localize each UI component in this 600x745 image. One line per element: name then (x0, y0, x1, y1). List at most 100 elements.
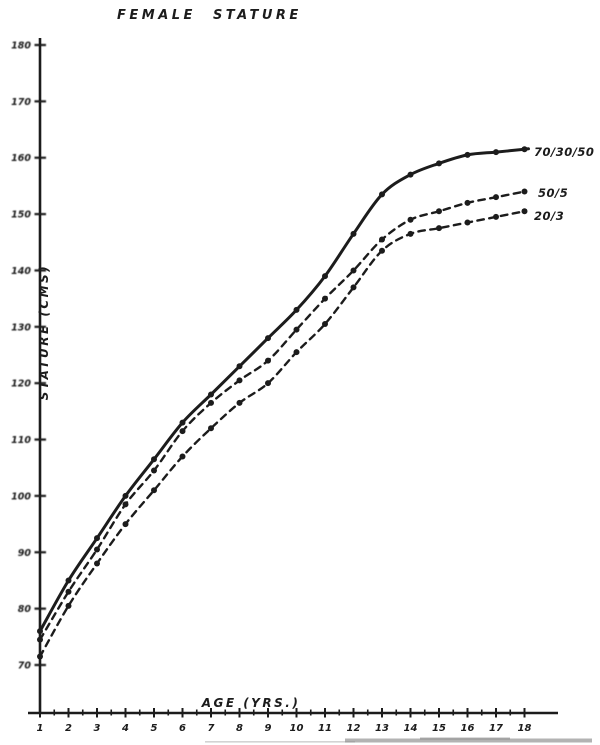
data-point-dot (493, 213, 499, 220)
data-point-dot (94, 546, 100, 553)
series-20-3 (37, 208, 528, 660)
curve-label-70-30-50: 70/30/50 (534, 145, 594, 159)
x-tick-label: 18 (518, 723, 532, 734)
data-point-dot (521, 188, 528, 195)
data-point-dot (521, 208, 528, 215)
data-point-dot (94, 560, 100, 567)
x-tick-label: 6 (179, 723, 186, 734)
data-point-dot (179, 428, 186, 435)
data-point-dot (464, 199, 471, 206)
y-tick-label: 120 (11, 379, 31, 390)
data-point-dot (37, 653, 43, 660)
data-point-dot (322, 321, 328, 327)
y-tick-label: 110 (11, 435, 31, 446)
data-point-dot (122, 492, 129, 499)
x-tick-label: 15 (432, 723, 446, 734)
data-point-dot (436, 208, 442, 215)
data-point-dot (122, 501, 129, 508)
curve-label-20-3: 20/3 (534, 209, 564, 223)
x-tick-label: 17 (489, 723, 503, 734)
data-point-dot (379, 236, 385, 243)
data-point-dot (65, 588, 72, 595)
data-point-dot (179, 453, 186, 460)
data-point-dot (493, 194, 499, 201)
data-point-dot (379, 191, 385, 198)
data-point-dot (151, 467, 157, 474)
x-tick-label: 11 (318, 723, 332, 734)
data-point-dot (265, 335, 271, 342)
y-tick-label: 150 (11, 210, 31, 221)
data-point-dot (37, 636, 43, 643)
y-tick-label: 160 (11, 153, 31, 164)
data-point-dot (464, 151, 471, 158)
data-point-dot (122, 521, 129, 528)
data-point-dot (236, 399, 243, 406)
data-point-dot (350, 267, 357, 274)
data-point-dot (322, 295, 328, 302)
data-point-dot (322, 273, 328, 280)
x-tick-label: 8 (236, 723, 243, 734)
x-tick-label: 1 (37, 723, 44, 734)
data-point-dot (208, 399, 214, 406)
axes (28, 38, 558, 715)
x-tick-label: 14 (404, 723, 418, 734)
data-point-dot (208, 391, 214, 398)
x-tick-label: 12 (347, 723, 361, 734)
data-point-dot (151, 487, 157, 494)
data-point-dot (208, 425, 214, 432)
series-line-end (523, 147, 530, 151)
data-point-dot (464, 219, 471, 226)
y-tick-label: 100 (11, 491, 31, 502)
x-tick-label: 16 (461, 723, 475, 734)
series-line (38, 147, 526, 633)
data-point-dot (436, 225, 442, 232)
data-point-dot (179, 419, 186, 426)
data-point-dot (151, 456, 157, 463)
data-point-dot (65, 602, 72, 609)
data-point-dot (407, 171, 414, 178)
x-tick-label: 5 (151, 723, 158, 734)
x-axis-ticks: 1 2 3 4 5 6 7 8 9 10 11 12 13 14 15 16 17 18 (37, 708, 532, 734)
y-tick-label: 140 (11, 266, 31, 277)
data-point-dot (293, 306, 300, 313)
data-point-dot (350, 230, 357, 237)
y-tick-label: 90 (18, 548, 32, 559)
x-axis-title: AGE (YRS.) (201, 696, 301, 710)
data-point-dot (436, 160, 442, 167)
scan-artifact-streak (205, 737, 592, 743)
data-point-dot (94, 535, 100, 542)
data-point-dot (236, 377, 243, 384)
x-tick-label: 9 (265, 723, 272, 734)
series-line (38, 190, 526, 641)
y-axis-title: STATURE (CMS) (37, 264, 51, 400)
y-tick-label: 170 (11, 97, 31, 108)
series-50-5 (37, 188, 528, 643)
data-point-dot (493, 149, 499, 156)
data-point-dot (236, 363, 243, 370)
data-point-dot (265, 380, 271, 387)
data-point-dot (37, 628, 43, 635)
data-point-dot (379, 247, 385, 254)
x-tick-label: 4 (121, 723, 129, 734)
x-tick-label: 3 (94, 723, 101, 734)
data-series (37, 146, 530, 660)
data-point-dot (407, 230, 414, 237)
data-point-dot (407, 216, 414, 223)
y-tick-label: 180 (11, 41, 31, 52)
data-point-dot (350, 284, 357, 291)
y-axis-ticks: 180 170 160 150 140 130 120 110 100 90 80 70 (11, 41, 46, 672)
y-tick-label: 130 (11, 322, 31, 333)
x-tick-label: 13 (375, 723, 389, 734)
x-tick-label: 10 (290, 723, 304, 734)
y-tick-label: 80 (18, 604, 32, 615)
data-point-dot (265, 357, 271, 364)
data-point-dot (293, 326, 300, 333)
x-tick-label: 2 (65, 723, 72, 734)
x-tick-label: 7 (208, 723, 215, 734)
series-70-30-50 (37, 146, 530, 635)
curve-label-50-5: 50/5 (538, 186, 568, 200)
series-line (38, 210, 526, 658)
data-point-dot (293, 349, 300, 356)
